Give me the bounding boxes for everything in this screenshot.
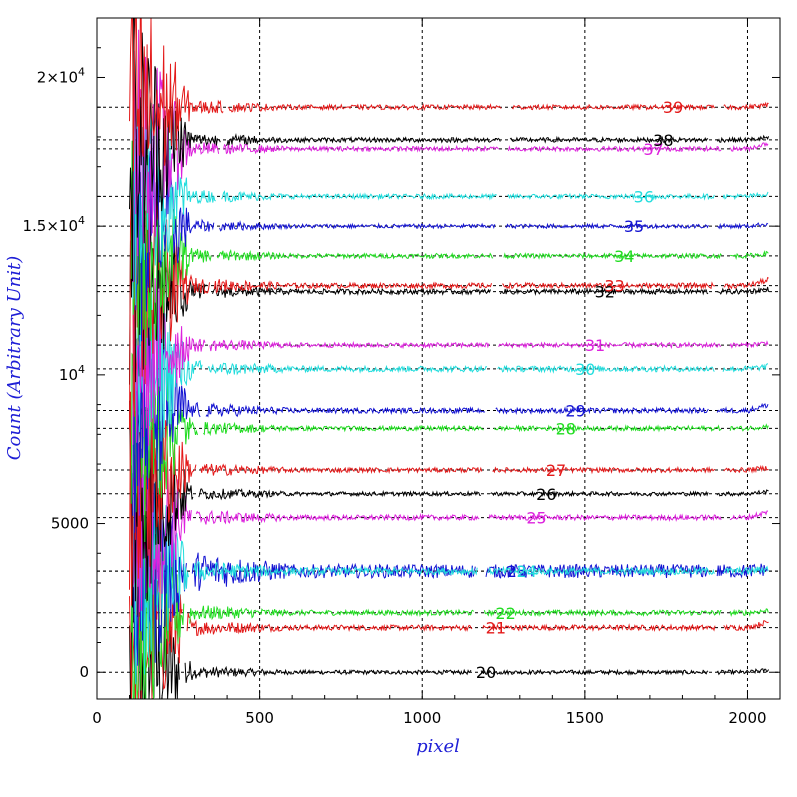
series-line-28 [130, 327, 769, 543]
series-label-32: 32 [595, 283, 615, 302]
series-line-30 [132, 255, 769, 442]
y-tick-label: 104 [59, 363, 85, 384]
y-axis-title: Count (Arbitrary Unit) [4, 256, 25, 461]
series-label-25: 25 [526, 509, 546, 528]
series-label-33: 33 [604, 277, 624, 296]
series-line-36 [132, 68, 769, 306]
series-label-35: 35 [624, 217, 644, 236]
series-label-39: 39 [663, 98, 683, 117]
series-line-39 [129, 17, 769, 172]
series-line-31 [132, 244, 769, 446]
series-line-34 [130, 130, 769, 366]
y-tick-label: 5000 [51, 515, 89, 533]
series-label-38: 38 [653, 131, 673, 150]
axis-ticks: 0 500 1000 1500 2000 0 5000 104 1.5×104 2×104 [22, 18, 780, 727]
series-lines [129, 17, 770, 700]
plot-frame [96, 17, 781, 700]
series-label-24: 24 [517, 562, 537, 581]
series-line-35 [132, 127, 769, 342]
y-tick-label: 2×104 [37, 65, 85, 86]
series-label-30: 30 [575, 360, 595, 379]
series-line-23 [132, 441, 769, 683]
series-label-20: 20 [476, 663, 496, 682]
series-label-31: 31 [585, 336, 605, 355]
series-line-25 [132, 409, 769, 613]
series-label-37: 37 [643, 140, 663, 159]
x-axis-title: pixel [416, 736, 460, 757]
series-label-28: 28 [556, 419, 576, 438]
series-label-21: 21 [486, 619, 506, 638]
series-label-27: 27 [546, 461, 566, 480]
x-tick-label: 2000 [728, 709, 766, 727]
series-label-36: 36 [634, 187, 654, 206]
series-label-22: 22 [495, 604, 515, 623]
y-tick-label: 1.5×104 [22, 214, 85, 235]
x-tick-label: 1000 [403, 709, 441, 727]
x-tick-label: 0 [92, 709, 102, 727]
y-tick-label: 0 [79, 663, 89, 681]
series-line-29 [132, 300, 769, 533]
series-label-34: 34 [614, 247, 634, 266]
series-label-29: 29 [565, 402, 585, 421]
series-label-26: 26 [536, 485, 556, 504]
x-tick-label: 500 [245, 709, 274, 727]
series-line-37 [132, 29, 769, 283]
series-line-24 [132, 473, 769, 685]
series-line-38 [129, 17, 770, 282]
series-label-23: 23 [507, 562, 527, 581]
series-line-32 [129, 164, 770, 385]
grid [97, 18, 780, 699]
x-tick-label: 1500 [566, 709, 604, 727]
